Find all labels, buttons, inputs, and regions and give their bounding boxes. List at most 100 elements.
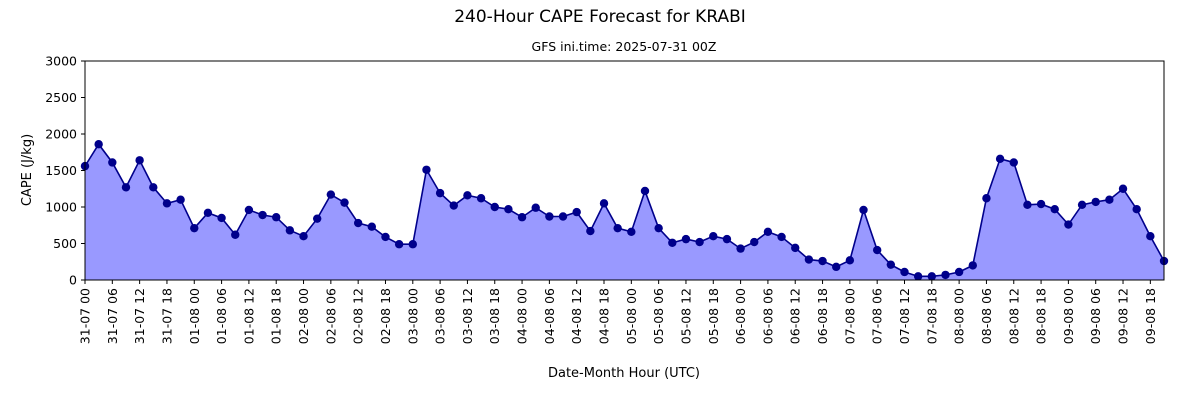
x-tick-label: 31-07 06 <box>105 288 120 344</box>
x-tick-label: 09-08 06 <box>1088 288 1103 344</box>
x-tick-label: 07-08 06 <box>870 288 885 344</box>
data-point <box>1050 204 1059 214</box>
data-point <box>408 240 417 249</box>
x-tick-label: 01-08 12 <box>241 288 256 344</box>
x-tick-label: 03-08 00 <box>405 288 420 344</box>
x-tick-label: 05-08 00 <box>624 288 639 344</box>
data-point <box>94 140 103 149</box>
data-point <box>1009 158 1018 167</box>
data-point <box>668 238 677 247</box>
data-point <box>900 267 909 277</box>
data-point <box>1105 195 1114 204</box>
x-tick-label: 31-07 00 <box>78 288 93 344</box>
x-tick-label: 04-08 12 <box>569 288 584 344</box>
data-point <box>804 255 814 264</box>
data-point <box>1036 199 1046 209</box>
x-tick-label: 05-08 12 <box>678 288 693 344</box>
data-point <box>190 223 199 233</box>
data-point <box>763 227 773 237</box>
data-point <box>381 232 390 242</box>
data-point <box>1118 184 1128 193</box>
x-tick-label: 06-08 12 <box>788 288 803 344</box>
data-point <box>435 188 445 198</box>
data-point <box>722 234 732 244</box>
data-point <box>176 195 185 204</box>
data-point <box>1023 200 1032 210</box>
x-tick-label: 03-08 18 <box>487 288 502 344</box>
x-tick-label: 04-08 18 <box>597 288 612 344</box>
y-tick-label: 500 <box>53 236 77 251</box>
x-tick-label: 02-08 12 <box>351 288 366 344</box>
data-point <box>162 199 172 208</box>
data-point <box>818 256 827 266</box>
data-point <box>709 232 718 241</box>
data-point <box>736 244 745 253</box>
x-tick-label: 01-08 00 <box>187 288 202 344</box>
cape-area-fill <box>85 144 1164 280</box>
data-point <box>995 154 1005 164</box>
x-tick-label: 07-08 18 <box>924 288 939 344</box>
data-point <box>272 213 281 222</box>
data-point <box>750 237 759 247</box>
x-tick-label: 07-08 00 <box>842 288 857 344</box>
x-tick-label: 07-08 12 <box>897 288 912 344</box>
data-point <box>1146 232 1155 241</box>
data-point <box>367 222 377 231</box>
data-point <box>886 260 896 269</box>
data-point <box>627 227 636 237</box>
data-point <box>353 218 363 228</box>
data-point <box>941 270 950 280</box>
data-point <box>1077 200 1087 210</box>
x-tick-label: 09-08 00 <box>1061 288 1076 344</box>
data-point <box>490 202 499 212</box>
data-point <box>859 205 868 215</box>
data-point <box>312 214 322 223</box>
data-point <box>777 232 786 242</box>
x-tick-label: 06-08 00 <box>733 288 748 344</box>
data-point <box>217 213 226 223</box>
x-tick-label: 03-08 06 <box>433 288 448 344</box>
data-point <box>285 226 295 235</box>
data-point <box>149 183 158 192</box>
y-ticks: 0 500 1000 1500 2000 2500 3000 <box>45 54 85 288</box>
x-tick-label: 31-07 12 <box>132 288 147 344</box>
data-point <box>558 212 568 221</box>
x-tick-label: 08-08 12 <box>1006 288 1021 344</box>
data-point <box>244 205 254 215</box>
data-point <box>640 186 650 196</box>
data-point <box>476 194 486 203</box>
data-point <box>681 234 691 244</box>
x-tick-label: 31-07 18 <box>159 288 174 344</box>
x-tick-label: 03-08 12 <box>460 288 475 344</box>
data-point <box>1132 204 1141 214</box>
y-axis-label: CAPE (J/kg) <box>20 134 35 206</box>
data-point <box>203 208 213 218</box>
x-tick-label: 08-08 00 <box>952 288 967 344</box>
markers-layer <box>80 140 1169 281</box>
data-point <box>531 203 540 212</box>
data-point <box>394 240 404 249</box>
x-tick-label: 06-08 18 <box>815 288 830 344</box>
data-point <box>982 194 991 203</box>
x-tick-label: 05-08 06 <box>651 288 666 344</box>
data-point <box>258 210 267 220</box>
data-point <box>845 256 855 265</box>
data-point <box>927 272 937 281</box>
x-tick-label: 01-08 06 <box>214 288 229 344</box>
x-tick-label: 05-08 18 <box>706 288 721 344</box>
x-tick-label: 08-08 18 <box>1034 288 1049 344</box>
data-point <box>340 198 349 207</box>
x-tick-label: 01-08 18 <box>269 288 284 344</box>
y-tick-label: 2000 <box>45 127 77 142</box>
x-tick-label: 02-08 06 <box>323 288 338 344</box>
x-tick-label: 06-08 06 <box>760 288 775 344</box>
x-tick-label: 04-08 00 <box>515 288 530 344</box>
y-tick-label: 3000 <box>45 54 77 69</box>
x-tick-label: 08-08 06 <box>979 288 994 344</box>
x-ticks: 31-07 00 31-07 06 31-07 12 31-07 18 01-08 00… <box>78 280 1158 344</box>
data-point <box>832 262 841 272</box>
area-layer <box>85 144 1164 280</box>
data-point <box>121 183 131 192</box>
data-point <box>449 201 458 210</box>
